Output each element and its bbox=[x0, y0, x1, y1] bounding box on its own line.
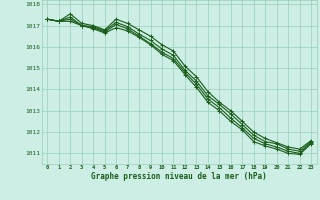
X-axis label: Graphe pression niveau de la mer (hPa): Graphe pression niveau de la mer (hPa) bbox=[91, 172, 267, 181]
